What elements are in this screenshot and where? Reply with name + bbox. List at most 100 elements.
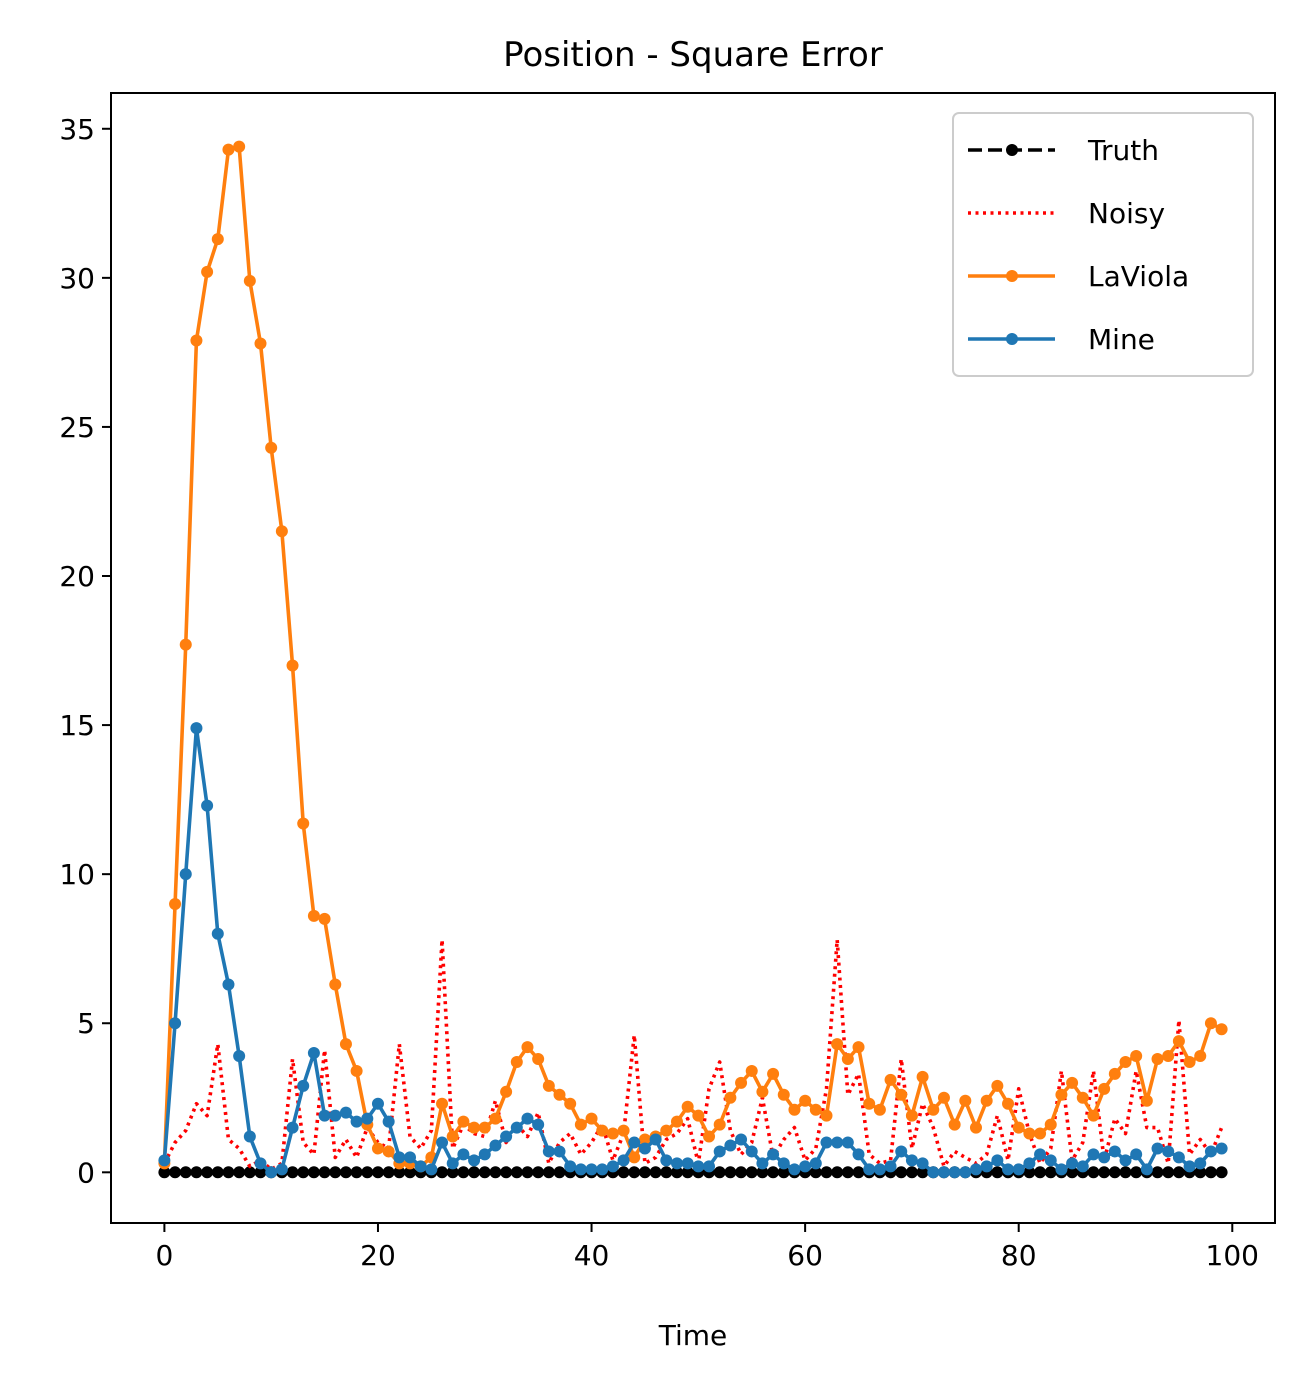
data-point bbox=[799, 1160, 812, 1173]
data-point bbox=[713, 1145, 726, 1158]
data-point bbox=[1140, 1163, 1153, 1176]
data-point bbox=[1130, 1148, 1143, 1161]
data-point bbox=[991, 1079, 1004, 1092]
data-point bbox=[404, 1151, 417, 1164]
data-point bbox=[1183, 1160, 1196, 1173]
data-point bbox=[1162, 1166, 1175, 1179]
data-point bbox=[553, 1088, 566, 1101]
data-point bbox=[1215, 1142, 1228, 1155]
data-point bbox=[542, 1166, 555, 1179]
data-point bbox=[350, 1064, 363, 1077]
data-point bbox=[265, 441, 278, 454]
data-point bbox=[905, 1109, 918, 1122]
data-point bbox=[948, 1118, 961, 1131]
data-point bbox=[1108, 1145, 1121, 1158]
series-laviola bbox=[158, 140, 1228, 1173]
data-point bbox=[532, 1166, 545, 1179]
data-point bbox=[243, 1166, 256, 1179]
data-point bbox=[436, 1097, 449, 1110]
data-point bbox=[1183, 1056, 1196, 1068]
data-point bbox=[703, 1130, 716, 1143]
data-point bbox=[724, 1091, 737, 1104]
data-point bbox=[1140, 1094, 1153, 1107]
data-point bbox=[1194, 1157, 1207, 1170]
data-point bbox=[724, 1166, 737, 1179]
data-point bbox=[468, 1121, 481, 1134]
series-line bbox=[162, 144, 1223, 1169]
data-point bbox=[468, 1154, 481, 1167]
data-point bbox=[1002, 1097, 1015, 1110]
data-point bbox=[809, 1166, 822, 1179]
data-point bbox=[329, 1109, 342, 1122]
legend-label: LaViola bbox=[1088, 260, 1189, 293]
data-point bbox=[510, 1166, 523, 1179]
data-point bbox=[532, 1118, 545, 1131]
data-point bbox=[681, 1100, 694, 1113]
x-tick-label: 0 bbox=[155, 1239, 173, 1272]
data-point bbox=[1055, 1163, 1068, 1176]
data-point bbox=[190, 722, 203, 735]
y-tick-label: 20 bbox=[59, 560, 95, 593]
x-tick-label: 40 bbox=[574, 1239, 610, 1272]
data-point bbox=[1215, 1023, 1228, 1036]
data-point bbox=[436, 1166, 449, 1179]
data-point bbox=[446, 1166, 459, 1179]
data-point bbox=[638, 1133, 651, 1146]
data-point bbox=[799, 1094, 812, 1107]
data-point bbox=[1172, 1166, 1185, 1179]
x-axis-label: Time bbox=[658, 1319, 728, 1352]
data-point bbox=[1066, 1076, 1079, 1089]
data-point bbox=[169, 1017, 182, 1030]
data-point bbox=[895, 1145, 908, 1158]
y-tick-label: 35 bbox=[59, 113, 95, 146]
data-point bbox=[606, 1160, 619, 1173]
data-point bbox=[1023, 1157, 1036, 1170]
data-point bbox=[1108, 1067, 1121, 1080]
data-point bbox=[179, 638, 192, 651]
data-point bbox=[670, 1157, 683, 1170]
data-point bbox=[542, 1079, 555, 1092]
data-point bbox=[628, 1136, 641, 1149]
y-tick-label: 0 bbox=[77, 1156, 95, 1189]
data-point bbox=[169, 897, 182, 910]
data-point bbox=[991, 1166, 1004, 1179]
data-point bbox=[446, 1130, 459, 1143]
data-point bbox=[1087, 1148, 1100, 1161]
data-point bbox=[489, 1139, 502, 1152]
data-point bbox=[670, 1115, 683, 1128]
data-point bbox=[297, 1079, 310, 1092]
data-point bbox=[361, 1166, 374, 1179]
data-point bbox=[457, 1148, 470, 1161]
data-point bbox=[863, 1163, 876, 1176]
data-point bbox=[521, 1166, 534, 1179]
y-tick-label: 15 bbox=[59, 709, 95, 742]
data-point bbox=[649, 1166, 662, 1179]
data-point bbox=[243, 1130, 256, 1143]
data-point bbox=[254, 1166, 267, 1179]
data-point bbox=[756, 1166, 769, 1179]
data-point bbox=[948, 1166, 961, 1179]
data-point bbox=[254, 337, 267, 350]
data-point bbox=[1066, 1157, 1079, 1170]
data-point bbox=[1151, 1166, 1164, 1179]
data-point bbox=[660, 1124, 673, 1137]
data-point bbox=[1098, 1166, 1111, 1179]
data-point bbox=[852, 1148, 865, 1161]
data-point bbox=[275, 1163, 288, 1176]
y-tick-label: 10 bbox=[59, 858, 95, 891]
legend-swatch-marker bbox=[1006, 144, 1018, 156]
data-point bbox=[158, 1154, 171, 1167]
data-point bbox=[478, 1121, 491, 1134]
data-point bbox=[361, 1112, 374, 1125]
data-point bbox=[233, 1050, 246, 1063]
data-point bbox=[307, 1047, 320, 1060]
data-point bbox=[916, 1157, 929, 1170]
data-point bbox=[767, 1148, 780, 1161]
data-point bbox=[553, 1145, 566, 1158]
data-point bbox=[777, 1157, 790, 1170]
data-point bbox=[959, 1094, 972, 1107]
data-point bbox=[1194, 1050, 1207, 1063]
data-point bbox=[371, 1142, 384, 1155]
x-tick-label: 60 bbox=[787, 1239, 823, 1272]
data-point bbox=[393, 1151, 406, 1164]
